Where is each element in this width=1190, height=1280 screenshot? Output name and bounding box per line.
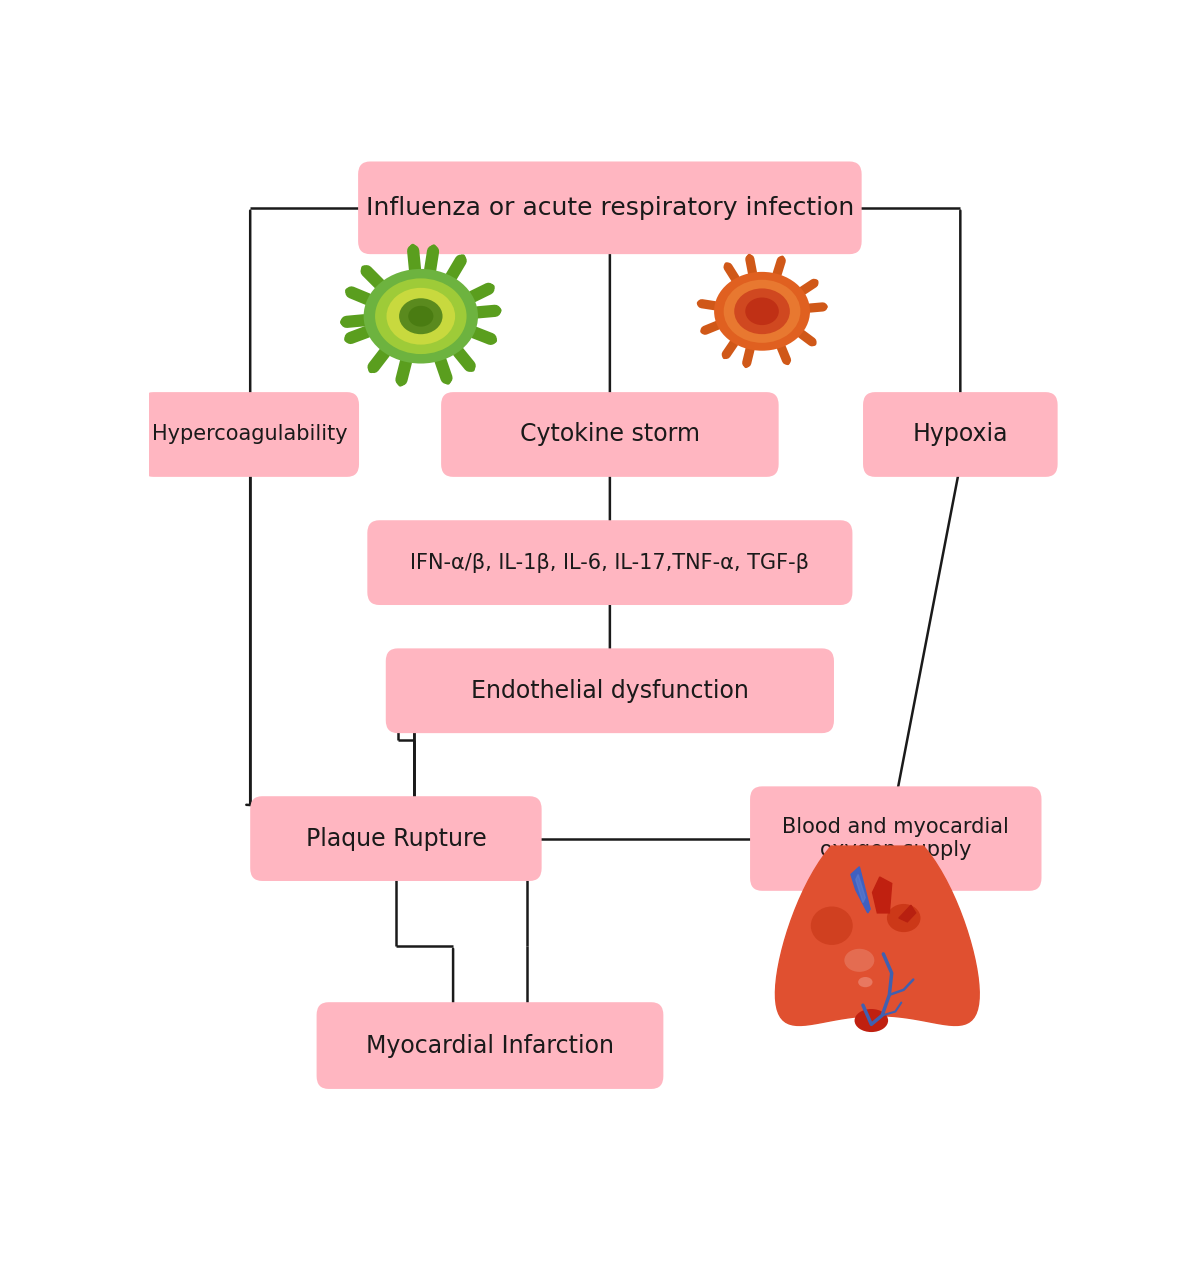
- FancyBboxPatch shape: [863, 392, 1058, 477]
- Ellipse shape: [701, 326, 710, 334]
- Ellipse shape: [808, 338, 816, 346]
- Ellipse shape: [441, 371, 451, 385]
- Ellipse shape: [725, 262, 732, 271]
- Ellipse shape: [488, 306, 501, 315]
- Text: Myocardial Infarction: Myocardial Infarction: [367, 1033, 614, 1057]
- Ellipse shape: [887, 904, 921, 932]
- Ellipse shape: [714, 271, 810, 351]
- Text: Hypoxia: Hypoxia: [913, 422, 1008, 447]
- FancyBboxPatch shape: [358, 161, 862, 255]
- Ellipse shape: [409, 243, 418, 257]
- Text: Hypercoagulability: Hypercoagulability: [152, 425, 347, 444]
- Ellipse shape: [369, 361, 378, 372]
- Text: Endothelial dysfunction: Endothelial dysfunction: [471, 678, 749, 703]
- Ellipse shape: [456, 255, 465, 268]
- Ellipse shape: [746, 253, 753, 265]
- Polygon shape: [776, 846, 979, 1025]
- FancyBboxPatch shape: [441, 392, 778, 477]
- Text: IFN-α/β, IL-1β, IL-6, IL-17,TNF-α, TGF-β: IFN-α/β, IL-1β, IL-6, IL-17,TNF-α, TGF-β: [411, 553, 809, 572]
- Ellipse shape: [464, 360, 475, 371]
- Ellipse shape: [778, 256, 784, 266]
- FancyBboxPatch shape: [386, 649, 834, 733]
- Text: Blood and myocardial
oxygen supply: Blood and myocardial oxygen supply: [782, 817, 1009, 860]
- Ellipse shape: [858, 977, 872, 987]
- Ellipse shape: [484, 334, 497, 343]
- FancyBboxPatch shape: [250, 796, 541, 881]
- FancyBboxPatch shape: [317, 1002, 663, 1089]
- Polygon shape: [898, 905, 915, 922]
- Ellipse shape: [428, 244, 437, 259]
- Ellipse shape: [397, 372, 406, 387]
- Polygon shape: [872, 877, 891, 913]
- Ellipse shape: [408, 306, 433, 326]
- Ellipse shape: [724, 280, 801, 343]
- Text: Cytokine storm: Cytokine storm: [520, 422, 700, 447]
- Ellipse shape: [734, 288, 790, 334]
- Ellipse shape: [854, 1009, 888, 1032]
- Ellipse shape: [361, 265, 372, 276]
- Ellipse shape: [783, 355, 790, 365]
- Ellipse shape: [697, 301, 707, 307]
- Ellipse shape: [482, 284, 495, 293]
- Ellipse shape: [818, 303, 828, 310]
- FancyBboxPatch shape: [142, 392, 359, 477]
- FancyBboxPatch shape: [368, 520, 852, 605]
- Ellipse shape: [345, 288, 358, 297]
- Ellipse shape: [845, 948, 875, 972]
- Ellipse shape: [364, 269, 478, 364]
- Ellipse shape: [375, 278, 466, 355]
- FancyBboxPatch shape: [750, 786, 1041, 891]
- Text: Plaque Rupture: Plaque Rupture: [306, 827, 487, 851]
- Ellipse shape: [340, 317, 353, 326]
- Ellipse shape: [810, 906, 853, 945]
- Ellipse shape: [745, 297, 778, 325]
- Text: Influenza or acute respiratory infection: Influenza or acute respiratory infection: [365, 196, 854, 220]
- Polygon shape: [856, 874, 865, 902]
- Polygon shape: [851, 867, 870, 913]
- Ellipse shape: [399, 298, 443, 334]
- Ellipse shape: [744, 357, 750, 369]
- Ellipse shape: [387, 288, 455, 344]
- Ellipse shape: [809, 279, 819, 287]
- Ellipse shape: [722, 349, 729, 360]
- Ellipse shape: [344, 333, 357, 343]
